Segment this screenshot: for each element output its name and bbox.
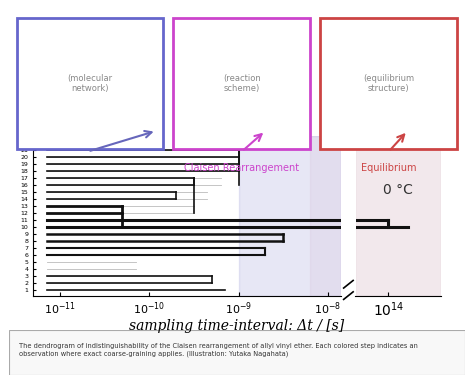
Bar xyxy=(238,136,341,296)
Text: 0 °C: 0 °C xyxy=(383,183,413,196)
Text: (equilibrium
structure): (equilibrium structure) xyxy=(363,74,414,93)
Text: Claisen Rearrangement: Claisen Rearrangement xyxy=(184,163,299,172)
FancyBboxPatch shape xyxy=(320,18,457,149)
Text: (reaction
scheme): (reaction scheme) xyxy=(223,74,261,93)
FancyBboxPatch shape xyxy=(9,330,465,375)
FancyBboxPatch shape xyxy=(17,18,163,149)
Text: Equilibrium: Equilibrium xyxy=(361,163,417,172)
FancyBboxPatch shape xyxy=(173,18,310,149)
Bar xyxy=(310,136,341,296)
Text: sampling time-interval: Δt / [s]: sampling time-interval: Δt / [s] xyxy=(129,319,345,333)
Text: (molecular
network): (molecular network) xyxy=(67,74,113,93)
Text: The dendrogram of indistinguishability of the Claisen rearrangement of allyl vin: The dendrogram of indistinguishability o… xyxy=(18,343,418,357)
